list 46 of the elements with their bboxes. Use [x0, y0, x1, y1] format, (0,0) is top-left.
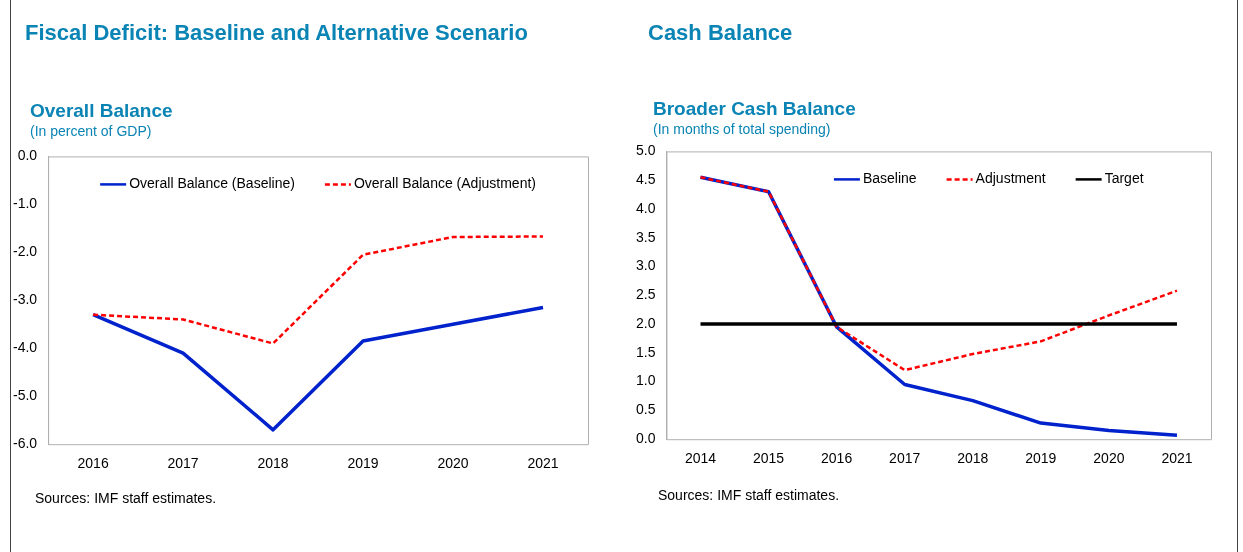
- x-tick-label: 2014: [684, 450, 717, 467]
- y-tick-label: 5.0: [635, 142, 656, 159]
- y-tick-label: -6.0: [13, 435, 38, 452]
- source-note: Sources: IMF staff estimates.: [35, 490, 217, 506]
- y-tick-label: 2.5: [635, 286, 656, 303]
- line-series: [91, 235, 545, 345]
- x-tick-label: 2020: [1093, 450, 1125, 467]
- x-tick-label: 2017: [167, 455, 199, 472]
- chart-title: Cash Balance: [648, 20, 793, 46]
- y-tick-label: 1.5: [635, 343, 656, 360]
- legend-label: Target: [1104, 170, 1144, 187]
- chart-subtitle: Broader Cash Balance: [653, 98, 856, 120]
- legend-label: Baseline: [862, 170, 917, 187]
- legend-label: Overall Balance (Baseline): [129, 175, 295, 192]
- y-tick-label: 1.0: [635, 372, 656, 389]
- y-tick-label: -4.0: [13, 339, 38, 356]
- x-tick-label: 2018: [957, 450, 989, 467]
- x-tick-label: 2021: [1161, 450, 1193, 467]
- chart-title: Fiscal Deficit: Baseline and Alternative Scenario: [25, 20, 528, 46]
- x-tick-label: 2017: [889, 450, 921, 467]
- y-tick-label: 4.0: [635, 199, 656, 216]
- y-tick-label: -2.0: [13, 243, 38, 260]
- legend-label: Adjustment: [975, 170, 1046, 187]
- x-tick-label: 2016: [77, 455, 109, 472]
- y-tick-label: 4.5: [635, 171, 656, 188]
- y-tick-label: 0.0: [635, 430, 656, 447]
- y-tick-label: -5.0: [13, 387, 38, 404]
- x-tick-label: 2021: [527, 455, 559, 472]
- y-axis-title: (In months of total spending): [653, 121, 831, 137]
- y-tick-label: 3.0: [635, 257, 656, 274]
- legend-label: Overall Balance (Adjustment): [353, 175, 536, 192]
- x-tick-label: 2020: [437, 455, 469, 472]
- source-note: Sources: IMF staff estimates.: [658, 487, 840, 503]
- chart-subtitle: Overall Balance: [30, 100, 173, 122]
- y-axis-title: (In percent of GDP): [30, 123, 152, 139]
- x-tick-label: 2015: [752, 450, 785, 467]
- x-tick-label: 2018: [257, 455, 289, 472]
- y-tick-label: -1.0: [13, 195, 38, 212]
- y-tick-label: 3.5: [635, 228, 656, 245]
- x-tick-label: 2016: [821, 450, 853, 467]
- y-tick-label: 2.0: [635, 314, 656, 331]
- y-tick-label: -3.0: [13, 291, 38, 308]
- y-tick-label: 0.5: [635, 401, 656, 418]
- y-tick-label: 0.0: [17, 147, 38, 164]
- x-tick-label: 2019: [1025, 450, 1057, 467]
- x-tick-label: 2019: [347, 455, 379, 472]
